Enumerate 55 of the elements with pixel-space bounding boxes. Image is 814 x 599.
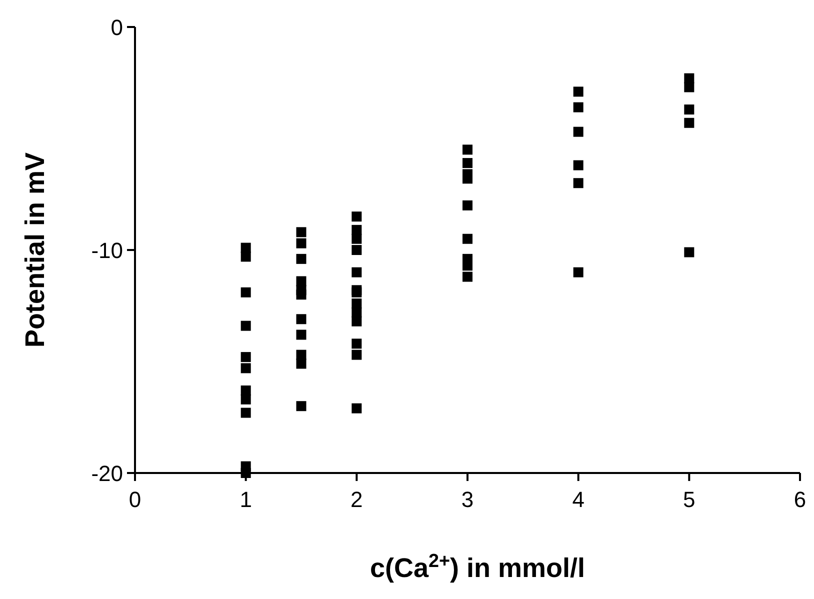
point [462, 200, 472, 210]
point [352, 350, 362, 360]
point [240, 320, 251, 331]
point [240, 394, 251, 404]
point [684, 82, 694, 92]
point [352, 212, 362, 222]
point [573, 160, 584, 170]
point [462, 144, 472, 155]
point [573, 126, 584, 137]
point [240, 252, 251, 262]
point [352, 403, 362, 414]
x-tick-label: 1 [240, 487, 252, 512]
point [296, 227, 306, 238]
point [352, 234, 362, 244]
point [573, 102, 584, 112]
y-axis-title: Potential in mV [20, 152, 50, 348]
point [296, 358, 306, 369]
point [352, 245, 362, 255]
x-tick-label: 2 [350, 487, 363, 512]
point [240, 363, 251, 374]
point [684, 247, 694, 258]
point [296, 290, 306, 300]
point [352, 316, 362, 326]
point [352, 298, 362, 309]
point [296, 276, 306, 286]
point [573, 86, 584, 97]
x-axis-title: c(Ca$^{2+}$) in mmol/l [370, 550, 586, 583]
point [240, 352, 251, 362]
point [352, 267, 362, 278]
point [462, 158, 472, 168]
x-tick-label: 0 [128, 487, 142, 512]
point [296, 401, 306, 412]
point [352, 338, 362, 349]
y-tick-label: -20 [91, 461, 123, 486]
point [352, 224, 362, 235]
point [296, 330, 306, 340]
x-tick-label: 5 [683, 487, 696, 512]
point [684, 104, 694, 115]
point [684, 118, 694, 128]
y-tick-label: 0 [110, 15, 123, 40]
point [573, 267, 584, 278]
x-tick-label: 3 [461, 487, 474, 512]
point [573, 178, 584, 188]
y-tick-label: -10 [91, 238, 123, 263]
point [462, 272, 472, 282]
x-tick-label: 6 [794, 487, 806, 512]
point [240, 468, 251, 478]
x-tick-label: 4 [572, 487, 584, 512]
point [296, 238, 306, 248]
point [296, 254, 306, 264]
point [240, 287, 251, 298]
point [240, 385, 251, 396]
point [240, 408, 251, 418]
point [462, 234, 472, 244]
point [296, 314, 306, 324]
